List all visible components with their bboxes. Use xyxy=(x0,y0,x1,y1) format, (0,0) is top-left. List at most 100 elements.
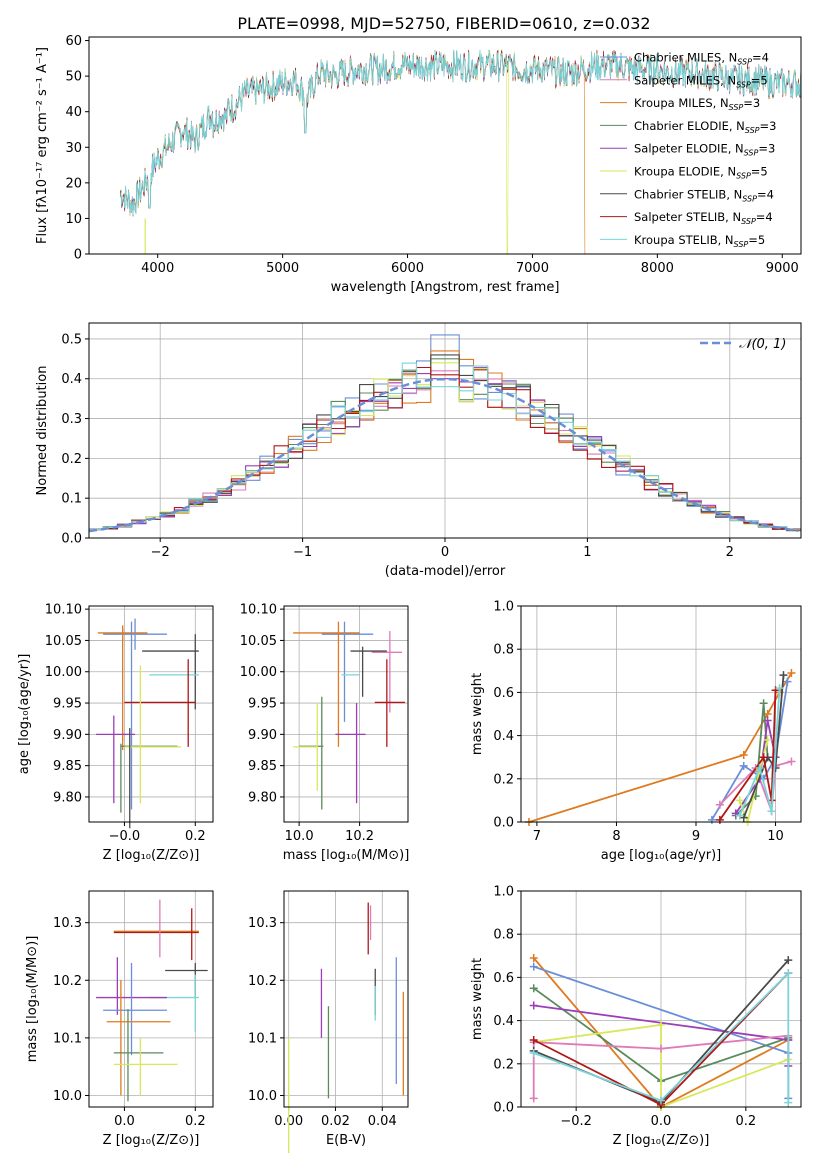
y-tick-label: 9.80 xyxy=(53,790,82,805)
y-tick-label: 10.2 xyxy=(53,974,82,989)
axes-frame xyxy=(88,36,802,255)
weight-marker xyxy=(657,1020,665,1029)
mass-vs-metallicity-panel: 0.0 0.2 Z [log₁₀(Z/Z⊙)] 10.0 10.1 10.2 10.3 mas… xyxy=(25,890,214,1148)
y-tick-label: 0.4 xyxy=(61,372,82,387)
weight-marker xyxy=(784,1098,793,1107)
axes-frame xyxy=(88,322,802,539)
histogram-series xyxy=(89,366,801,531)
weight-line xyxy=(742,675,785,819)
weight-vs-age-panel: 7 8 9 10 age [log₁₀(age/yr)] 0.0 0.2 0.4 0.6 0.8 1… xyxy=(470,600,802,863)
y-tick-label: 9.90 xyxy=(53,728,82,743)
y-tick-label: 10.00 xyxy=(45,665,82,680)
x-axis-label: Z [log₁₀(Z/Z⊙)] xyxy=(613,1133,710,1148)
weight-marker xyxy=(715,815,724,824)
y-tick-label: 0.8 xyxy=(493,643,514,658)
y-tick-label: 0.2 xyxy=(493,772,514,787)
y-tick-label: 30 xyxy=(65,141,82,156)
y-tick-label: 9.90 xyxy=(248,728,277,743)
x-axis-label: Z [log₁₀(Z/Z⊙)] xyxy=(103,1133,200,1148)
y-axis-label: Flux [fλ10⁻¹⁷ erg cm⁻² s⁻¹ A⁻¹] xyxy=(35,47,50,244)
weight-marker xyxy=(755,764,764,772)
x-tick-label: 5000 xyxy=(266,261,299,276)
weight-marker xyxy=(775,684,784,693)
y-tick-label: 0.4 xyxy=(493,729,514,744)
normal-curve xyxy=(88,377,799,533)
y-tick-label: 0.0 xyxy=(493,816,514,831)
weight-marker xyxy=(529,953,538,962)
histogram-series xyxy=(89,370,801,532)
weight-line xyxy=(533,1023,789,1109)
x-tick-label: −0.0 xyxy=(109,829,141,844)
axes-frame xyxy=(520,605,802,823)
y-tick-label: 10 xyxy=(65,212,82,227)
weight-line xyxy=(533,970,790,1103)
residual-histogram-panel: −2 −1 0 1 2 (data-model)/error 0.0 0.1 0.2 0.3 0.4… xyxy=(35,322,802,579)
x-axis-label: (data-model)/error xyxy=(385,564,506,579)
y-tick-label: 0.4 xyxy=(493,1014,514,1029)
x-tick-label: 9000 xyxy=(766,261,799,276)
x-axis-label: wavelength [Angstrom, rest frame] xyxy=(331,280,560,295)
y-tick-label: 10.00 xyxy=(240,665,277,680)
y-tick-label: 1.0 xyxy=(493,885,514,900)
legend-entry: Kroupa MILES, NSSP=3 xyxy=(634,96,760,112)
weight-marker xyxy=(763,735,772,744)
weight-marker xyxy=(529,962,538,971)
x-tick-label: 10.0 xyxy=(285,829,314,844)
y-axis-label: Normed distribution xyxy=(35,366,50,496)
age-vs-metallicity-panel: −0.0 0.2 Z [log₁₀(Z/Z⊙)] 9.80 9.85 9.90 9.95 10… xyxy=(17,603,214,863)
y-tick-label: 0.8 xyxy=(493,928,514,943)
weight-line xyxy=(719,690,777,821)
x-tick-label: 0.2 xyxy=(736,1114,757,1129)
weight-marker xyxy=(759,699,768,708)
x-tick-label: 6000 xyxy=(391,261,424,276)
y-tick-label: 60 xyxy=(65,34,82,49)
y-tick-label: 0.5 xyxy=(61,332,82,347)
y-tick-label: 0.2 xyxy=(493,1057,514,1072)
legend-entry: Chabrier STELIB, NSSP=4 xyxy=(634,187,774,203)
weight-marker xyxy=(787,668,796,677)
legend-entry: Chabrier ELODIE, NSSP=3 xyxy=(634,119,776,135)
y-tick-label: 10.1 xyxy=(53,1031,82,1046)
x-tick-label: 8 xyxy=(612,829,620,844)
figure-title: PLATE=0998, MJD=52750, FIBERID=0610, z=0… xyxy=(237,14,650,33)
y-tick-label: 10.0 xyxy=(53,1089,82,1104)
x-tick-label: −1 xyxy=(293,545,312,560)
spectrum-line xyxy=(120,49,802,216)
weight-marker xyxy=(529,1049,538,1057)
x-tick-label: 8000 xyxy=(641,261,674,276)
weight-marker xyxy=(784,969,793,978)
weight-line xyxy=(738,688,781,816)
y-tick-label: 0.6 xyxy=(493,686,514,701)
legend-entry: Kroupa STELIB, NSSP=5 xyxy=(634,233,765,249)
x-tick-label: 0.0 xyxy=(114,1114,135,1129)
x-tick-label: 4000 xyxy=(141,261,174,276)
y-tick-label: 20 xyxy=(65,176,82,191)
weight-marker xyxy=(657,1096,665,1105)
histogram-series xyxy=(89,362,801,531)
weight-marker xyxy=(735,796,744,805)
age-vs-mass-panel: 10.0 10.2 mass [log₁₀(M/M⊙)] 9.80 9.85 9.90 9.… xyxy=(240,603,409,863)
y-tick-label: 10.10 xyxy=(45,603,82,618)
y-axis-label: mass [log₁₀(M/M⊙)] xyxy=(25,936,40,1063)
axes-frame xyxy=(283,890,409,1108)
weight-marker xyxy=(779,671,788,680)
weight-vs-metallicity-panel: −0.2 0.0 0.2 Z [log₁₀(Z/Z⊙)] 0.0 0.2 0.4 0.6 0.8… xyxy=(470,885,802,1148)
y-tick-label: 0.0 xyxy=(493,1101,514,1116)
y-axis-label: mass weight xyxy=(470,958,485,1040)
y-tick-label: 0.1 xyxy=(61,492,82,507)
y-tick-label: 0.6 xyxy=(493,971,514,986)
weight-marker xyxy=(739,761,748,770)
y-tick-label: 0.0 xyxy=(61,532,82,547)
y-tick-label: 10.10 xyxy=(240,603,277,618)
weight-marker xyxy=(763,716,772,725)
weight-marker xyxy=(657,1044,665,1053)
axes-frame xyxy=(88,605,214,823)
legend-entry: Salpeter STELIB, NSSP=4 xyxy=(634,210,773,226)
x-tick-label: 2 xyxy=(726,545,734,560)
mass-vs-reddening-panel: 0.00 0.02 0.04E(B-V)10.010.110.210.3 xyxy=(248,890,409,1154)
y-tick-label: 50 xyxy=(65,70,82,85)
weight-marker xyxy=(715,800,724,809)
x-tick-label: 0.04 xyxy=(368,1114,397,1129)
weight-marker xyxy=(707,815,716,824)
weight-marker xyxy=(529,1001,538,1010)
